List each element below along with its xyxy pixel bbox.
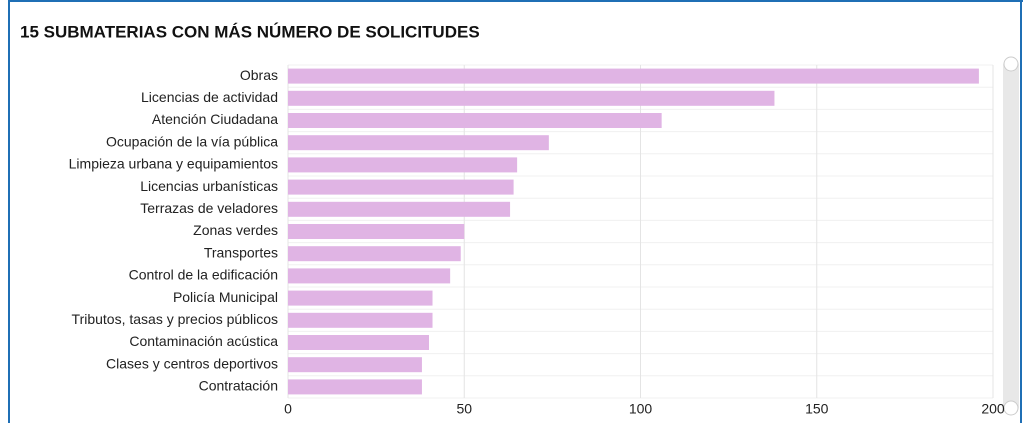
y-tick-label: Licencias urbanísticas — [140, 178, 278, 194]
y-tick-label: Obras — [240, 67, 278, 83]
x-tick-label: 0 — [284, 401, 292, 417]
y-tick-label: Zonas verdes — [193, 222, 278, 238]
bar — [288, 312, 433, 328]
y-tick-label: Clases y centros deportivos — [106, 355, 278, 371]
y-tick-label: Transportes — [204, 244, 278, 260]
scroll-handle-top[interactable] — [1003, 56, 1019, 72]
bar — [288, 113, 662, 128]
y-tick-label: Terrazas de veladores — [140, 200, 278, 216]
bar — [288, 179, 514, 195]
bar — [288, 268, 451, 284]
bar — [288, 335, 429, 350]
bar — [288, 68, 979, 84]
chart-title: 15 SUBMATERIAS CON MÁS NÚMERO DE SOLICIT… — [20, 22, 480, 41]
bar — [288, 246, 461, 262]
y-tick-label: Policía Municipal — [173, 289, 278, 305]
scrollbar[interactable] — [1003, 58, 1019, 414]
bar — [288, 201, 511, 217]
bar — [288, 157, 518, 173]
x-tick-label: 200 — [981, 401, 1005, 417]
x-tick-label: 150 — [805, 401, 829, 417]
y-tick-label: Contaminación acústica — [129, 333, 278, 349]
y-tick-label: Limpieza urbana y equipamientos — [69, 156, 278, 172]
bar — [288, 135, 549, 151]
bar — [288, 357, 422, 373]
x-tick-label: 50 — [456, 401, 472, 417]
x-tick-label: 100 — [629, 401, 653, 417]
y-tick-label: Ocupación de la vía pública — [106, 133, 278, 149]
scroll-handle-bottom[interactable] — [1003, 400, 1019, 416]
y-tick-label: Licencias de actividad — [141, 89, 278, 105]
bar — [288, 224, 465, 239]
y-tick-label: Atención Ciudadana — [152, 111, 278, 127]
bar — [288, 290, 433, 306]
bar — [288, 90, 775, 106]
bar — [288, 379, 422, 395]
y-tick-label: Control de la edificación — [129, 267, 278, 283]
y-tick-label: Tributos, tasas y precios públicos — [72, 311, 278, 327]
y-tick-label: Contratación — [199, 378, 278, 394]
